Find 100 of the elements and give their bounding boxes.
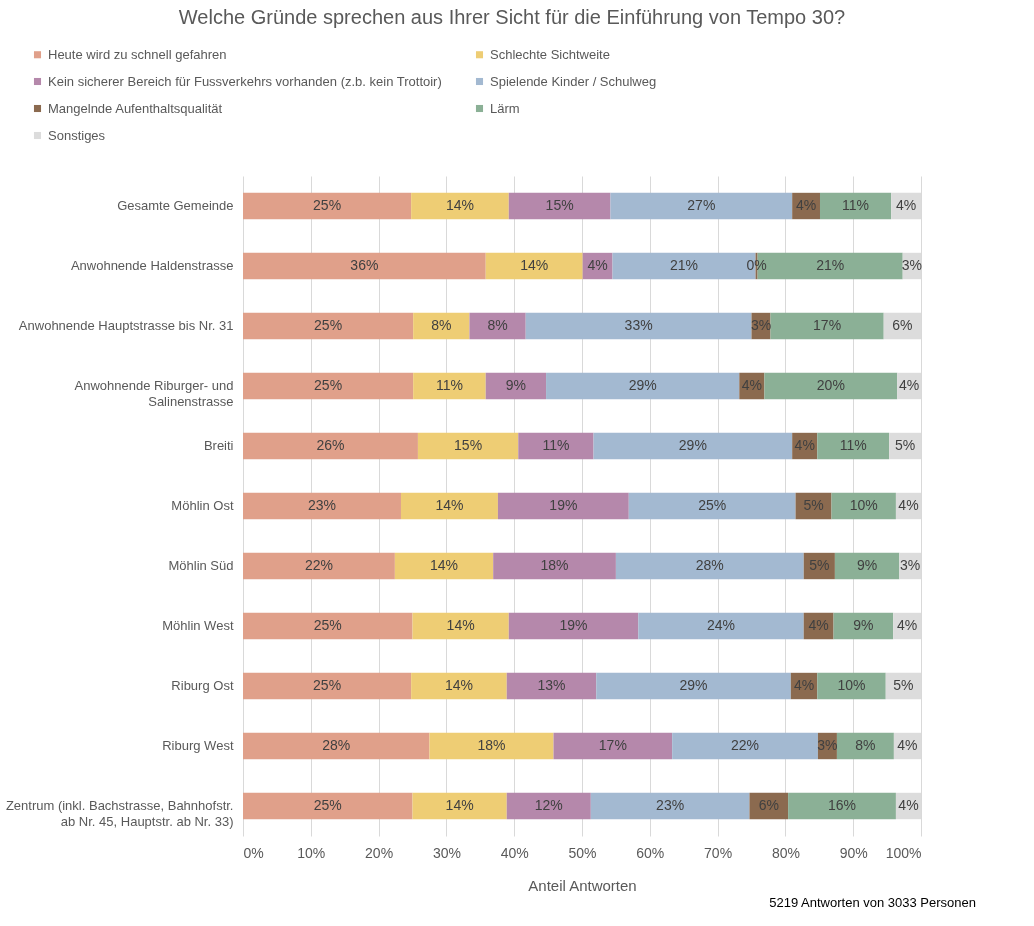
- bar: [394, 552, 494, 580]
- data-label: 22%: [304, 557, 333, 573]
- bar: [506, 672, 597, 700]
- data-label: 10%: [849, 497, 878, 513]
- data-label: 9%: [856, 557, 878, 573]
- bar: [817, 432, 890, 460]
- y-tick-label: Riburg Ost: [171, 678, 234, 693]
- y-tick-label: Möhlin Ost: [171, 498, 234, 513]
- data-label: 18%: [477, 737, 506, 753]
- data-label: 25%: [314, 377, 343, 393]
- data-label: 24%: [706, 617, 736, 633]
- data-label: 15%: [545, 197, 574, 213]
- y-tick-label: Anwohnende Haldenstrasse: [70, 258, 234, 273]
- data-label: 16%: [828, 797, 857, 813]
- bar: [497, 492, 629, 520]
- data-label: 14%: [446, 617, 475, 633]
- data-label: 29%: [678, 437, 707, 453]
- data-label: 17%: [598, 737, 627, 753]
- y-tick-label: Gesamte Gemeinde: [117, 198, 234, 213]
- y-tick-label: Möhlin West: [162, 618, 234, 633]
- x-tick-label: 30%: [432, 844, 461, 861]
- data-label: 11%: [435, 377, 463, 393]
- bar: [610, 192, 793, 220]
- data-label: 15%: [454, 437, 483, 453]
- data-label: 9%: [853, 617, 874, 633]
- bar: [412, 792, 507, 820]
- data-label: 4%: [587, 257, 608, 273]
- data-label: 25%: [314, 317, 343, 333]
- data-label: 3%: [901, 257, 922, 273]
- x-tick-label: 50%: [568, 844, 597, 861]
- bar: [243, 432, 418, 460]
- data-label: 21%: [670, 257, 699, 273]
- bar: [819, 192, 892, 220]
- data-label: 22%: [731, 737, 760, 753]
- bar: [553, 732, 673, 760]
- bar: [546, 372, 740, 400]
- legend-label: Heute wird zu schnell gefahren: [48, 46, 227, 62]
- data-label: 4%: [898, 497, 919, 513]
- data-label: 4%: [795, 197, 817, 213]
- data-label: 8%: [431, 317, 452, 333]
- bar: [243, 792, 413, 820]
- x-axis-title: Anteil Antworten: [528, 876, 637, 894]
- data-label: 33%: [624, 317, 653, 333]
- x-tick-label: 70%: [704, 844, 733, 861]
- bar: [770, 312, 884, 340]
- data-label: 4%: [896, 617, 918, 633]
- bar: [525, 312, 752, 340]
- data-label: 4%: [897, 737, 918, 753]
- chart-title: Welche Gründe sprechen aus Ihrer Sicht für die Einführung von Tempo 30?: [178, 6, 846, 28]
- bar: [417, 432, 519, 460]
- text: 5219 Antworten von 3033 Personen: [769, 895, 976, 910]
- bar: [243, 192, 412, 220]
- data-label: 25%: [313, 677, 342, 693]
- data-label: 29%: [628, 377, 657, 393]
- data-label: 14%: [444, 677, 473, 693]
- data-label: 3%: [900, 557, 921, 573]
- data-label: 6%: [892, 317, 913, 333]
- bar: [493, 552, 616, 580]
- data-label: 21%: [816, 257, 845, 273]
- data-label: 4%: [741, 377, 762, 393]
- data-label: 36%: [350, 257, 379, 273]
- data-label: 28%: [322, 737, 351, 753]
- data-label: 6%: [758, 797, 779, 813]
- data-label: 10%: [837, 677, 866, 693]
- data-label: 17%: [813, 317, 842, 333]
- bar: [400, 492, 498, 520]
- data-label: 27%: [687, 197, 716, 213]
- legend-label: Schlechte Sichtweite: [490, 46, 610, 62]
- data-label: 12%: [534, 797, 563, 813]
- data-label: 4%: [793, 677, 815, 693]
- x-tick-label: 10%: [297, 844, 326, 861]
- bar: [485, 252, 583, 280]
- bar: [243, 612, 413, 640]
- data-label: 18%: [540, 557, 569, 573]
- data-label: 5%: [894, 437, 916, 453]
- legend-label: Sonstiges: [48, 127, 106, 143]
- x-tick-label: 80%: [771, 844, 800, 861]
- x-tick-label: 20%: [365, 844, 394, 861]
- legend-label: Spielende Kinder / Schulweg: [490, 73, 657, 89]
- y-tick-label: Anwohnende Riburger- und Salinenstrasse: [74, 378, 234, 409]
- data-label: 29%: [679, 677, 708, 693]
- data-label: 26%: [316, 437, 345, 453]
- bar: [412, 612, 509, 640]
- bar: [506, 792, 591, 820]
- data-label: 4%: [898, 797, 919, 813]
- data-label: 14%: [520, 257, 549, 273]
- legend-label: Kein sicherer Bereich für Fussverkehrs vorhanden (z.b. kein Trottoir): [48, 73, 442, 89]
- bar: [817, 672, 886, 700]
- data-label: 14%: [445, 197, 474, 213]
- data-label: 8%: [487, 317, 508, 333]
- data-label: 5%: [893, 677, 914, 693]
- data-label: 14%: [445, 797, 474, 813]
- bar: [429, 732, 554, 760]
- y-tick-label: Möhlin Süd: [168, 558, 234, 573]
- bar: [485, 372, 547, 400]
- x-tick-label: 0%: [243, 844, 264, 861]
- bar: [596, 672, 791, 700]
- bar: [593, 432, 793, 460]
- bar: [834, 552, 900, 580]
- bar: [508, 192, 611, 220]
